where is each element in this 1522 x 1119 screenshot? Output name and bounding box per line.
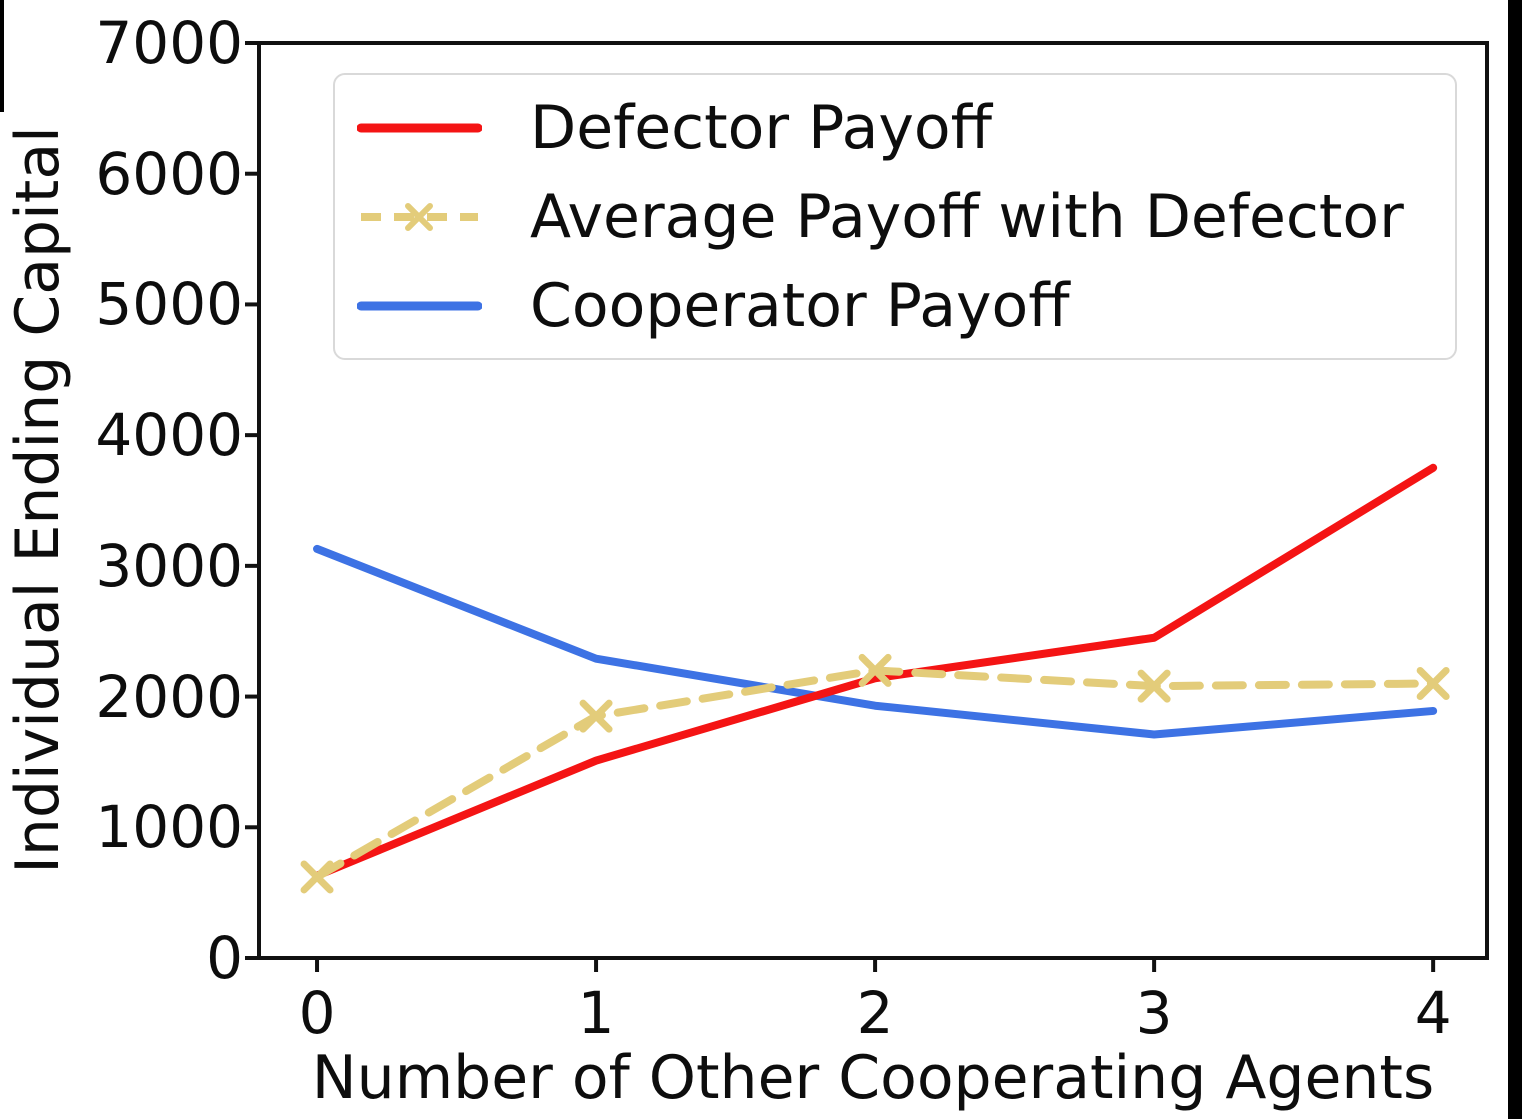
x-axis-label: Number of Other Cooperating Agents [311,1043,1435,1113]
y-tick-label: 3000 [95,531,243,600]
defector-line-swatch-icon [357,123,482,132]
y-tick-label: 0 [206,924,243,992]
y-axis-label: Individual Ending Capital [3,126,73,874]
legend-item-defector: Defector Payoff [357,83,1455,172]
y-tick-label: 4000 [95,401,243,470]
y-tick-label: 1000 [95,793,243,862]
y-tick-label: 7000 [95,9,243,77]
x-tick-label: 0 [298,979,336,1047]
x-marker [579,699,613,733]
x-tick-label: 4 [1414,979,1452,1047]
y-tick-label: 5000 [95,270,243,339]
x-tick-label: 2 [856,979,894,1047]
series-line-2 [313,544,1438,739]
x-tick-label: 1 [577,979,615,1047]
legend-item-cooperator: Cooperator Payoff [357,261,1455,350]
x-marker [1416,667,1450,700]
legend: Defector Payoff Average Payoff with Defe… [333,73,1457,360]
legend-item-average: Average Payoff with Defector [357,172,1455,261]
screenshot-right-border [1508,0,1522,1119]
y-tick-label: 2000 [95,662,243,731]
legend-label: Cooperator Payoff [530,270,1070,341]
legend-label: Defector Payoff [530,92,992,163]
x-marker [300,860,334,894]
x-marker [858,653,892,687]
series-line-0 [313,463,1438,880]
series-line-1 [313,666,1438,881]
x-marker [1137,669,1171,703]
screenshot-topleft-border [0,0,4,112]
average-dashed-x-swatch-icon [361,202,478,231]
cooperator-line-swatch-icon [357,301,482,310]
x-tick-label: 3 [1135,979,1173,1047]
y-tick-label: 6000 [95,139,243,208]
legend-label: Average Payoff with Defector [530,181,1404,252]
